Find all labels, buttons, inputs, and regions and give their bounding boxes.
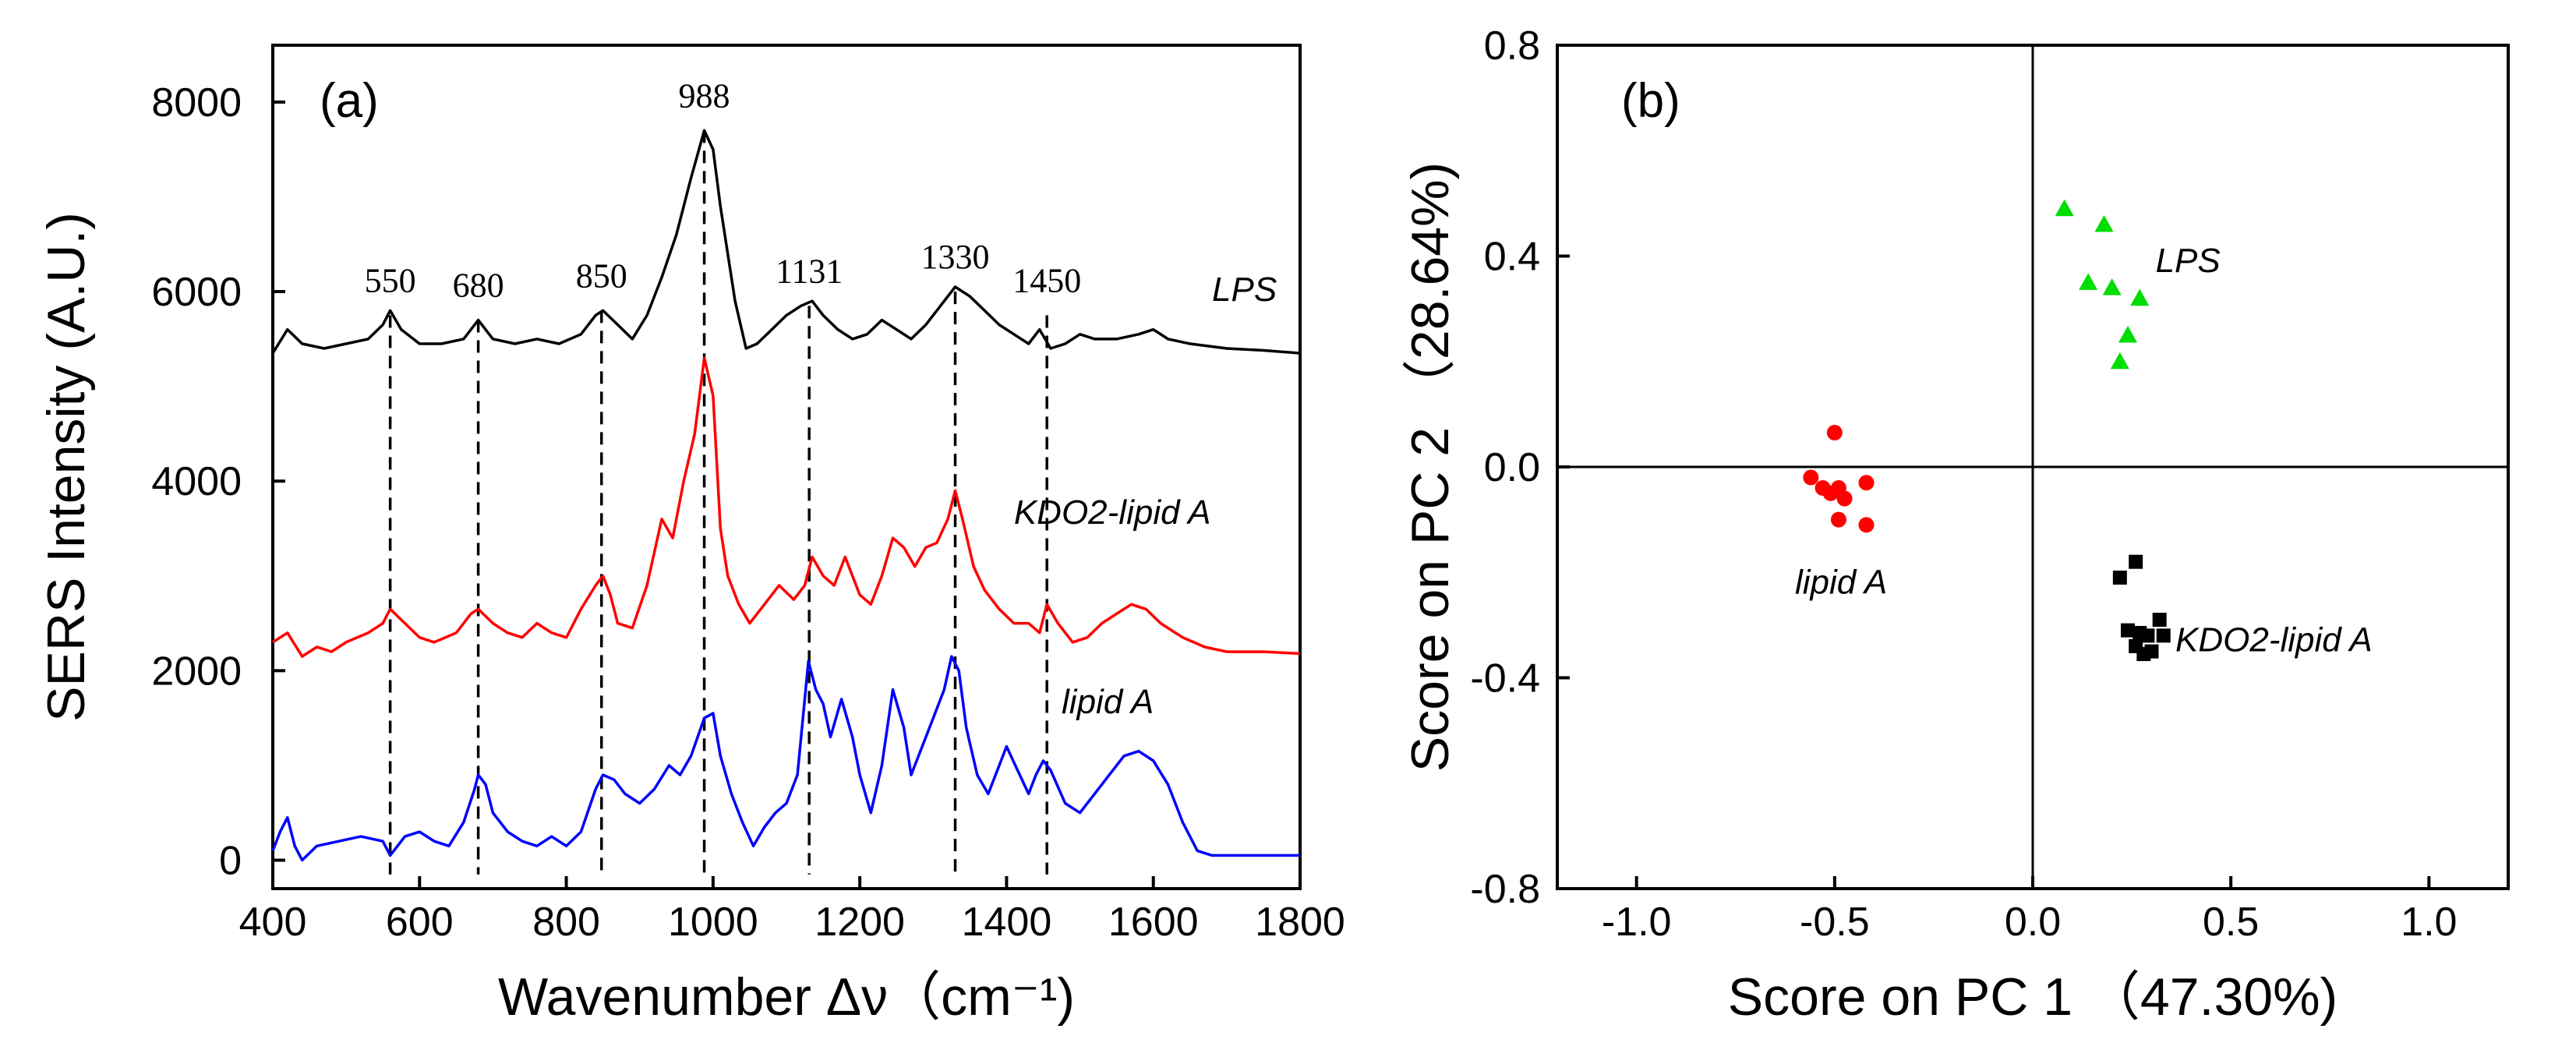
series-labels: lipid A LPS KDO2-lipid A: [1795, 242, 2373, 659]
y-tick-label: -0.4: [1470, 656, 1540, 702]
series-labels: LPS KDO2-lipid A lipid A: [1014, 270, 1277, 721]
x-tick-label: 1800: [1255, 900, 1345, 945]
point-kdo2-lipid-a: [2152, 613, 2167, 627]
y-tick-label: 6000: [151, 270, 242, 315]
series-label-kdo2-lipid-a: KDO2-lipid A: [1014, 493, 1211, 532]
y-axis-ticks: -0.8 -0.4 0.0 0.4 0.8: [1470, 23, 1570, 912]
point-kdo2-lipid-a: [2121, 623, 2135, 638]
point-lps: [2118, 325, 2137, 343]
x-tick-label: 1200: [814, 900, 905, 945]
panel-a-frame: [271, 44, 1302, 890]
point-lps: [2079, 273, 2098, 290]
point-kdo2-lipid-a: [2140, 628, 2155, 643]
point-lps: [2110, 352, 2129, 369]
y-tick-label: 0.4: [1484, 235, 1540, 280]
x-axis-ticks: 400 600 800 1000 1200 1400 1600 1800: [239, 876, 1345, 945]
peak-label-988: 988: [679, 76, 730, 115]
y-axis-label: SERS Intensity (A.U.): [37, 212, 96, 722]
panel-a-chart: 400 600 800 1000 1200 1400 1600 1800 0 2000 4000 6…: [37, 44, 1345, 1027]
point-lipid-a: [1858, 475, 1875, 491]
y-tick-label: -0.8: [1470, 867, 1540, 912]
x-tick-label: 1400: [962, 900, 1052, 945]
peak-label-1131: 1131: [776, 252, 843, 290]
peak-labels: 550 680 850 988 1131 1330 1450: [365, 76, 1082, 304]
x-tick-label: 400: [239, 900, 307, 945]
peak-label-1450: 1450: [1012, 261, 1081, 299]
y-tick-label: 0.8: [1484, 23, 1540, 69]
x-tick-label: 0.5: [2203, 900, 2259, 945]
peak-label-550: 550: [365, 261, 416, 299]
y-axis-ticks: 0 2000 4000 6000 8000: [151, 80, 285, 884]
point-lps: [2102, 278, 2122, 295]
point-lps: [2130, 288, 2150, 306]
y-axis-label: Score on PC 2 （28.64%): [1401, 162, 1460, 772]
peak-label-1330: 1330: [921, 238, 990, 276]
y-tick-label: 2000: [151, 649, 242, 694]
series-label-lps: LPS: [1212, 270, 1277, 309]
series-line-kdo2-lipid-a: [272, 356, 1301, 658]
point-lipid-a: [1836, 490, 1853, 507]
score-points: [1803, 199, 2171, 662]
point-kdo2-lipid-a: [2129, 554, 2143, 569]
series-label-lps: LPS: [2156, 242, 2221, 280]
series-label-kdo2-lipid-a: KDO2-lipid A: [2175, 621, 2373, 659]
point-lps: [2094, 214, 2114, 232]
x-tick-label: 600: [386, 900, 454, 945]
point-kdo2-lipid-a: [2112, 571, 2127, 585]
point-lipid-a: [1826, 425, 1843, 441]
zero-lines: [1557, 45, 2508, 889]
y-tick-label: 4000: [151, 459, 242, 504]
x-tick-label: 0.0: [2005, 900, 2061, 945]
x-axis-label: Wavenumber Δν（cm⁻¹): [498, 967, 1075, 1027]
x-axis-ticks: -1.0 -0.5 0.0 0.5 1.0: [1602, 876, 2457, 945]
x-tick-label: 1.0: [2401, 900, 2457, 945]
panel-b-chart: -1.0 -0.5 0.0 0.5 1.0 -0.8 -0.4 0.0 0.4 0.8 lipi…: [1401, 23, 2510, 1027]
x-tick-label: 800: [532, 900, 600, 945]
x-tick-label: -0.5: [1800, 900, 1870, 945]
peak-label-850: 850: [576, 256, 627, 295]
point-lipid-a: [1830, 511, 1846, 528]
spectra-lines: [271, 129, 1301, 862]
series-line-lipid-a: [271, 655, 1300, 862]
point-kdo2-lipid-a: [2144, 644, 2159, 659]
peak-label-680: 680: [453, 267, 504, 305]
point-kdo2-lipid-a: [2156, 628, 2171, 643]
series-label-lipid-a: lipid A: [1795, 563, 1887, 601]
y-tick-label: 0: [219, 839, 242, 884]
series-label-lipid-a: lipid A: [1062, 683, 1154, 721]
point-lps: [2055, 199, 2074, 217]
point-lipid-a: [1803, 469, 1819, 486]
point-lipid-a: [1858, 517, 1875, 533]
panel-b-label: (b): [1621, 74, 1680, 128]
y-tick-label: 0.0: [1484, 445, 1540, 490]
x-tick-label: 1000: [668, 900, 758, 945]
x-tick-label: -1.0: [1602, 900, 1672, 945]
x-axis-label: Score on PC 1 （47.30%): [1728, 967, 2337, 1027]
y-tick-label: 8000: [151, 80, 242, 125]
panel-a-label: (a): [320, 74, 379, 128]
series-line-lps: [271, 129, 1301, 355]
x-tick-label: 1600: [1108, 900, 1199, 945]
